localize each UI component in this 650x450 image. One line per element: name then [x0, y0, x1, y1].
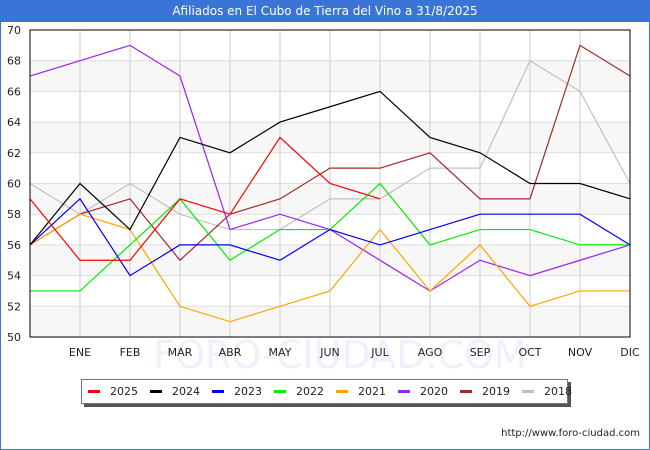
legend-swatch [212, 390, 224, 393]
legend-swatch [460, 390, 472, 393]
series-line-2018 [29, 59, 631, 231]
legend-item-2019: 2019 [460, 385, 510, 398]
x-tick-label: ENE [69, 346, 91, 359]
x-tick-label: ABR [219, 346, 242, 359]
legend-label: 2025 [110, 385, 138, 398]
y-tick-label: 60 [7, 178, 21, 191]
legend-swatch [398, 390, 410, 393]
x-tick-label: DIC [620, 346, 640, 359]
x-tick-label: JUN [319, 346, 340, 359]
x-tick-label: NOV [568, 346, 593, 359]
legend-item-2022: 2022 [274, 385, 324, 398]
legend-item-2025: 2025 [88, 385, 138, 398]
y-tick-label: 66 [7, 85, 21, 98]
legend-label: 2024 [172, 385, 200, 398]
y-tick-label: 68 [7, 55, 21, 68]
legend-swatch [150, 390, 162, 393]
series-line-2023 [29, 197, 631, 277]
x-tick-label: FEB [120, 346, 141, 359]
x-tick-label: MAY [269, 346, 292, 359]
plot-border [29, 29, 631, 338]
chart-title: Afiliados en El Cubo de Tierra del Vino … [0, 0, 650, 22]
legend-label: 2020 [420, 385, 448, 398]
x-tick-label: AGO [418, 346, 443, 359]
x-tick-label: OCT [518, 346, 541, 359]
legend-label: 2023 [234, 385, 262, 398]
y-tick-label: 64 [7, 116, 21, 129]
x-tick-label: SEP [470, 346, 491, 359]
y-tick-label: 54 [7, 270, 21, 283]
legend-swatch [274, 390, 286, 393]
legend-label: 2019 [482, 385, 510, 398]
y-tick-label: 58 [7, 208, 21, 221]
legend-label: 2021 [358, 385, 386, 398]
legend-item-2023: 2023 [212, 385, 262, 398]
y-tick-label: 52 [7, 300, 21, 313]
legend-item-2024: 2024 [150, 385, 200, 398]
legend-item-2018: 2018 [522, 385, 572, 398]
series-line-2025 [29, 136, 381, 261]
legend-label: 2018 [544, 385, 572, 398]
legend-swatch [336, 390, 348, 393]
source-credit: http://www.foro-ciudad.com [501, 428, 640, 439]
series-line-2024 [29, 90, 631, 246]
series-line-2019 [29, 44, 631, 262]
legend-label: 2022 [296, 385, 324, 398]
legend-swatch [522, 390, 534, 393]
watermark: FORO-CIUDAD.COM [153, 333, 527, 377]
y-tick-label: 50 [7, 331, 21, 344]
y-tick-label: 62 [7, 147, 21, 160]
chart-legend: 2025 2024 2023 2022 2021 2020 2019 2018 [81, 379, 572, 404]
x-tick-label: MAR [168, 346, 193, 359]
legend-item-2021: 2021 [336, 385, 386, 398]
x-tick-label: JUL [370, 346, 389, 359]
legend-swatch [88, 390, 100, 393]
legend-item-2020: 2020 [398, 385, 448, 398]
y-tick-label: 56 [7, 239, 21, 252]
y-tick-label: 70 [7, 24, 21, 37]
